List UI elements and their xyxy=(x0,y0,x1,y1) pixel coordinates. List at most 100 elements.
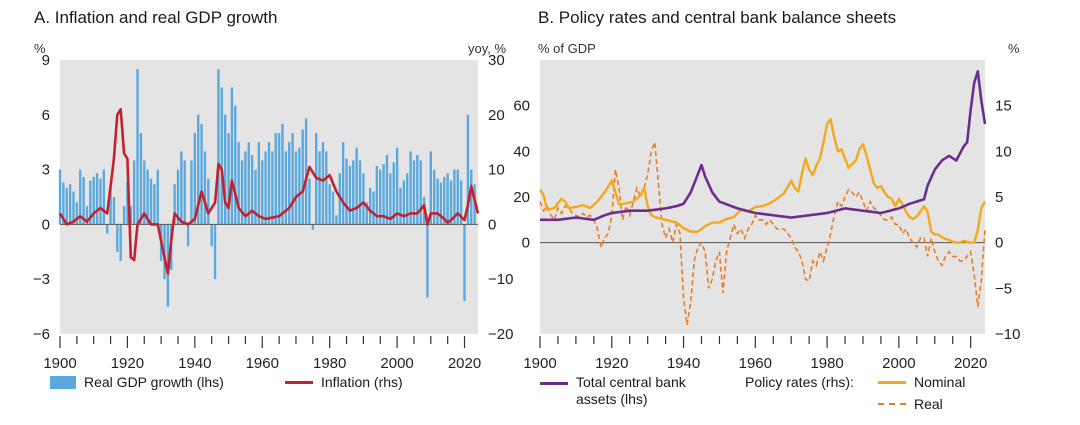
gdp-bar xyxy=(99,178,102,225)
gdp-bar xyxy=(436,178,439,225)
gdp-bar xyxy=(220,87,223,225)
gdp-bar xyxy=(109,187,112,225)
panel-a-right-tick-label: 30 xyxy=(488,52,505,69)
panel-b-right-tick-label: −5 xyxy=(995,280,1012,297)
gdp-bar xyxy=(301,129,304,225)
real-rate-line xyxy=(539,141,986,326)
gdp-bar xyxy=(470,169,473,225)
gdp-bar xyxy=(466,114,470,225)
panel-a-x-tick-label: 2020 xyxy=(448,355,481,372)
gdp-bar xyxy=(291,133,294,225)
panel-a-left-tick-label: 6 xyxy=(42,107,50,124)
gdp-bar xyxy=(274,133,277,225)
gdp-bar xyxy=(119,224,122,261)
gdp-bar xyxy=(412,160,416,225)
panel-a-right-unit: yoy, % xyxy=(468,41,507,56)
gdp-bar xyxy=(176,169,180,225)
gdp-bar xyxy=(304,118,308,225)
panel-a-right-tick-label: 10 xyxy=(488,162,505,179)
legend-real-label: Real xyxy=(914,396,943,412)
inflation-line xyxy=(58,108,480,275)
gdp-bar xyxy=(341,142,345,225)
gdp-bar xyxy=(244,151,247,225)
gdp-bar xyxy=(58,169,62,225)
panel-a-left-tick-label: 0 xyxy=(42,216,50,233)
legend-policy-prefix-label: Policy rates (rhs): xyxy=(745,374,854,390)
gdp-bar xyxy=(288,142,291,225)
gdp-bar xyxy=(446,173,449,225)
panel-b-left-tick-label: 40 xyxy=(513,143,530,160)
gdp-bar xyxy=(95,173,99,225)
panel-a-title: A. Inflation and real GDP growth xyxy=(34,8,278,27)
legend-nominal-swatch xyxy=(878,380,906,384)
gdp-bar xyxy=(126,182,129,225)
gdp-bar xyxy=(200,123,203,225)
gdp-bar xyxy=(250,154,254,225)
gdp-bar xyxy=(89,180,92,225)
gdp-bar xyxy=(358,160,362,225)
panel-a-x-tick-label: 1920 xyxy=(111,355,144,372)
gdp-bar xyxy=(298,147,301,225)
panel-b-x-tick-label: 2020 xyxy=(954,355,987,372)
gdp-bar xyxy=(284,151,288,225)
gdp-bar xyxy=(365,202,368,225)
gdp-bar xyxy=(197,114,200,225)
gdp-bar xyxy=(348,165,352,225)
gdp-bar xyxy=(264,151,267,225)
gdp-bar xyxy=(129,206,132,225)
gdp-bar xyxy=(352,160,355,225)
gdp-bar xyxy=(92,176,95,225)
gdp-bar xyxy=(62,182,65,225)
gdp-bar xyxy=(230,87,234,225)
gdp-bar xyxy=(281,123,284,225)
panel-a-left-tick-label: −3 xyxy=(33,271,50,288)
gdp-bar xyxy=(79,169,82,225)
panel-a-x-tick-label: 2000 xyxy=(380,355,413,372)
panel-a-right-tick-label: −20 xyxy=(488,326,513,343)
gdp-bar xyxy=(368,187,372,225)
gdp-bar xyxy=(146,169,149,225)
legend-gdp-label: Real GDP growth (lhs) xyxy=(84,374,224,390)
legend-inflation-label: Inflation (rhs) xyxy=(321,374,403,390)
gdp-bar xyxy=(426,224,429,298)
legend-inflation: Inflation (rhs) xyxy=(285,374,403,390)
legend-gdp-swatch xyxy=(50,375,76,389)
legend-gdp: Real GDP growth (lhs) xyxy=(50,374,224,390)
gdp-bar xyxy=(432,169,436,225)
panel-b-x-tick-label: 2000 xyxy=(882,355,915,372)
gdp-bar xyxy=(153,184,156,225)
gdp-bar xyxy=(247,142,250,225)
panel-a-x-tick-label: 1980 xyxy=(313,355,346,372)
gdp-bar xyxy=(210,224,213,247)
gdp-bar xyxy=(173,184,176,225)
gdp-bar xyxy=(183,160,186,225)
gdp-bar xyxy=(429,151,432,225)
gdp-bar xyxy=(385,154,389,225)
legend-nominal: Nominal xyxy=(878,374,965,390)
panel-a-left-tick-label: −6 xyxy=(33,326,50,343)
gdp-bar xyxy=(186,224,190,247)
gdp-bar xyxy=(190,160,193,225)
panel-a-x-tick-label: 1900 xyxy=(43,355,76,372)
panel-b-right-unit: % xyxy=(1008,41,1020,56)
gdp-bar xyxy=(409,151,412,225)
legend-inflation-swatch xyxy=(285,380,313,384)
gdp-bar xyxy=(223,114,227,225)
gdp-bar xyxy=(382,164,385,225)
gdp-bar xyxy=(328,184,331,225)
gdp-bar xyxy=(139,133,143,225)
gdp-bar xyxy=(375,165,379,225)
panel-b-left-unit: % of GDP xyxy=(538,41,596,56)
gdp-bar xyxy=(372,191,375,225)
gdp-bar xyxy=(82,176,85,225)
gdp-bar xyxy=(102,169,106,225)
gdp-bar xyxy=(362,173,365,225)
gdp-bar xyxy=(355,147,358,225)
legend-assets-swatch xyxy=(540,382,568,385)
gdp-bar xyxy=(267,142,271,225)
gdp-bar xyxy=(456,169,459,225)
gdp-bar xyxy=(136,69,139,225)
gdp-bar xyxy=(217,69,220,225)
gdp-bar xyxy=(75,202,79,225)
gdp-bar xyxy=(213,224,217,280)
